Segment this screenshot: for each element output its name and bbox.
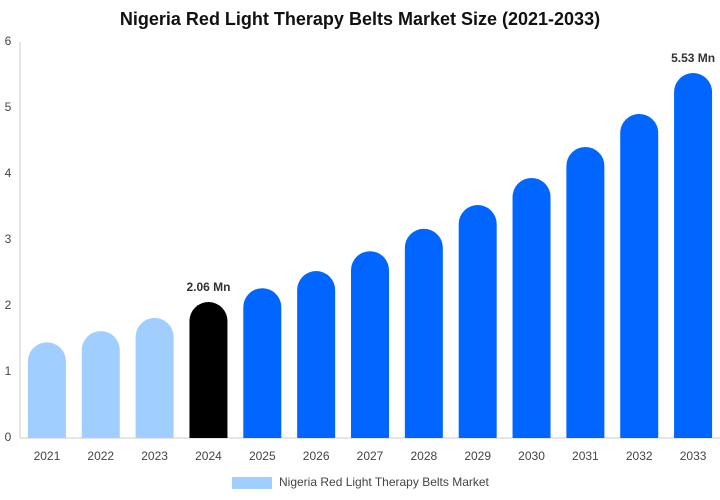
legend-swatch (232, 477, 272, 489)
bar (512, 177, 551, 438)
bar (458, 205, 497, 438)
y-tick-label: 1 (5, 364, 12, 378)
x-tick-label: 2031 (572, 449, 599, 463)
y-tick-label: 0 (5, 430, 12, 444)
bar (674, 73, 713, 439)
bar (351, 251, 389, 438)
bar (243, 288, 282, 438)
bar (81, 331, 120, 438)
bar (620, 113, 659, 438)
x-tick-label: 2032 (626, 449, 653, 463)
x-tick-label: 2026 (303, 449, 330, 463)
x-tick-label: 2033 (680, 449, 707, 463)
x-tick-label: 2025 (249, 449, 276, 463)
x-tick-label: 2023 (141, 449, 168, 463)
y-tick-label: 4 (5, 166, 12, 180)
bar (297, 271, 336, 438)
bar (189, 302, 228, 438)
chart-title: Nigeria Red Light Therapy Belts Market S… (120, 9, 600, 29)
x-tick-label: 2030 (518, 449, 545, 463)
x-tick-label: 2022 (87, 449, 114, 463)
x-tick-label: 2024 (195, 449, 222, 463)
bar (566, 146, 605, 438)
x-tick-label: 2029 (464, 449, 491, 463)
y-tick-label: 2 (5, 298, 12, 312)
value-label: 5.53 Mn (671, 51, 715, 65)
bar (135, 317, 174, 438)
y-tick-label: 5 (5, 100, 12, 114)
x-tick-label: 2028 (410, 449, 437, 463)
bar (404, 228, 443, 438)
x-tick-label: 2027 (357, 449, 384, 463)
bar (27, 342, 66, 438)
value-label: 2.06 Mn (186, 280, 230, 294)
legend-label: Nigeria Red Light Therapy Belts Market (279, 475, 490, 489)
y-tick-label: 3 (5, 232, 12, 246)
x-tick-label: 2021 (34, 449, 61, 463)
y-tick-label: 6 (5, 34, 12, 48)
